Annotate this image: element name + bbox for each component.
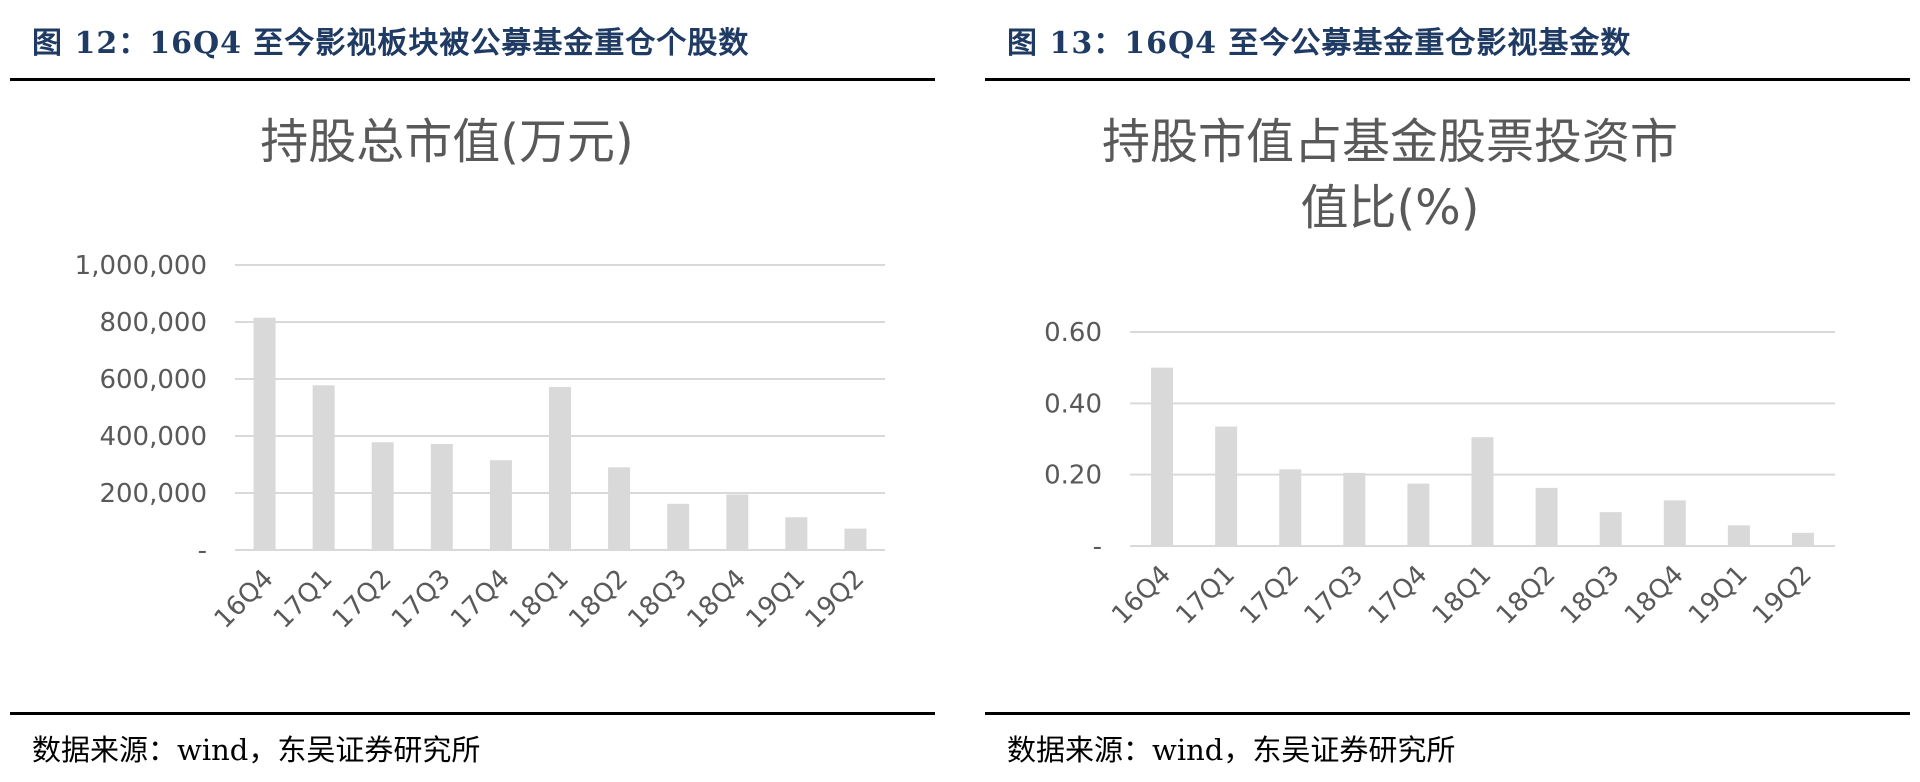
bar: [1151, 367, 1174, 546]
x-tick-label: 18Q4: [1619, 560, 1690, 631]
chart-market-value: 持股总市值(万元) - 200,000 400,000 600,000 800,000 1,…: [75, 114, 885, 635]
bottom-rule: [985, 712, 1910, 715]
y-tick-label: 0.40: [1044, 389, 1102, 419]
bar: [1279, 469, 1302, 546]
bar: [1663, 500, 1686, 546]
x-tick-label: 18Q1: [504, 564, 575, 635]
bar: [726, 494, 749, 550]
x-tick-label: 18Q2: [563, 564, 634, 635]
x-tick-label: 18Q1: [1427, 560, 1498, 631]
bar: [1215, 426, 1238, 546]
x-tick-label: 18Q3: [1555, 560, 1626, 631]
y-tick-label: 200,000: [99, 479, 207, 509]
y-tick-label: 1,000,000: [75, 251, 207, 281]
figure-panel-left: 图 12：16Q4 至今影视板块被公募基金重仓个股数 持股总市值(万元) - 200…: [10, 0, 935, 782]
figure-title: 图 13：16Q4 至今公募基金重仓影视基金数: [1007, 26, 1632, 61]
x-tick-label: 16Q4: [1106, 560, 1177, 631]
bar: [667, 503, 690, 550]
chart-title-line: 持股总市值(万元): [260, 114, 633, 170]
bar: [608, 467, 631, 550]
x-tick-label: 17Q4: [445, 564, 516, 635]
bar: [253, 317, 276, 550]
y-tick-label: -: [198, 536, 207, 566]
x-tick-label: 17Q3: [1298, 560, 1369, 631]
y-tick-label: -: [1093, 532, 1102, 562]
x-tick-label: 17Q4: [1363, 560, 1434, 631]
bar: [1471, 437, 1494, 546]
x-tick-label: 17Q1: [1170, 560, 1241, 631]
bar: [1727, 525, 1750, 546]
x-tick-label: 17Q3: [386, 564, 457, 635]
x-tick-label: 19Q1: [741, 564, 812, 635]
chart-value-ratio: 持股市值占基金股票投资市值比(%)-0.200.400.6016Q417Q117…: [1044, 114, 1835, 631]
top-rule: [10, 78, 935, 81]
chart-title-line: 持股市值占基金股票投资市: [1102, 114, 1678, 170]
x-tick-label: 19Q2: [800, 564, 871, 635]
bar: [844, 528, 867, 550]
y-tick-label: 0.20: [1044, 461, 1102, 491]
bar: [1791, 532, 1814, 546]
bar: [430, 443, 453, 550]
bar: [1599, 512, 1622, 546]
bar: [312, 385, 335, 550]
x-tick-label: 16Q4: [209, 564, 280, 635]
top-rule: [985, 78, 1910, 81]
x-tick-label: 18Q3: [622, 564, 693, 635]
x-tick-label: 18Q2: [1491, 560, 1562, 631]
bottom-rule: [10, 712, 935, 715]
chart-title-line: 值比(%): [1300, 180, 1479, 236]
figure-title: 图 12：16Q4 至今影视板块被公募基金重仓个股数: [32, 26, 750, 61]
y-tick-label: 600,000: [99, 365, 207, 395]
y-tick-label: 800,000: [99, 308, 207, 338]
source-note: 数据来源：wind，东吴证券研究所: [32, 733, 481, 767]
bar: [1407, 483, 1430, 546]
y-tick-label: 0.60: [1044, 318, 1102, 348]
bar: [1343, 472, 1366, 546]
bar: [785, 517, 808, 550]
x-tick-label: 17Q2: [1234, 560, 1305, 631]
x-tick-label: 19Q1: [1683, 560, 1754, 631]
bar: [549, 386, 571, 550]
y-tick-label: 400,000: [99, 422, 207, 452]
x-tick-label: 19Q2: [1747, 560, 1818, 631]
bar: [371, 442, 394, 550]
bar: [489, 460, 512, 550]
figure-panel-right: 图 13：16Q4 至今公募基金重仓影视基金数 持股市值占基金股票投资市 值比(%…: [985, 0, 1910, 782]
x-tick-label: 17Q1: [268, 564, 339, 635]
source-note: 数据来源：wind，东吴证券研究所: [1007, 733, 1456, 767]
bar: [1535, 487, 1558, 546]
x-tick-label: 17Q2: [327, 564, 398, 635]
x-tick-label: 18Q4: [681, 564, 752, 635]
